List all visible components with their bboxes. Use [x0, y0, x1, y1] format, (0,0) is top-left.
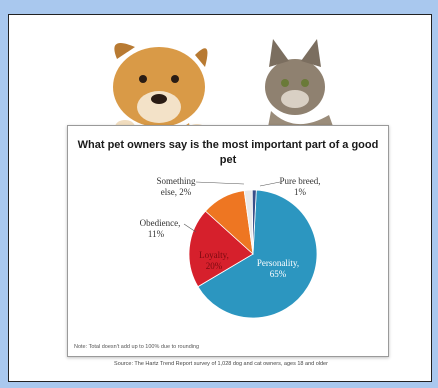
label-pure-breed: Pure breed, [280, 176, 321, 186]
slice-loyalty [188, 210, 254, 288]
leader-pure-breed [259, 181, 281, 187]
leader-something-else [195, 181, 245, 185]
header-strip [0, 0, 74, 14]
slice-personality [197, 189, 318, 319]
label-obedience: Obedience, [140, 218, 181, 228]
slice-pure-breed [251, 189, 257, 255]
chart-note: Note: Total doesn't add up to 100% due t… [74, 344, 200, 350]
label-loyalty-value: 20% [206, 261, 223, 271]
leader-obedience [183, 223, 197, 233]
label-personality: Personality, [257, 258, 299, 268]
chart-card: What pet owners say is the most importan… [67, 125, 389, 357]
source-text: Source: The Hartz Trend Report survey of… [114, 361, 328, 367]
label-loyalty: Loyalty, [199, 250, 229, 260]
label-pure-breed-value: 1% [294, 187, 307, 197]
label-something-else: Something [156, 176, 196, 186]
label-obedience-value: 11% [148, 229, 165, 239]
infographic-frame: What pet owners say is the most importan… [8, 14, 432, 382]
label-something-else-value: else, 2% [161, 187, 192, 197]
label-personality-value: 65% [270, 269, 287, 279]
pie-chart: Personality,65% Loyalty,20% Obedience,11% S… [140, 176, 321, 319]
chart-title: What pet owners say is the most importan… [77, 139, 379, 166]
